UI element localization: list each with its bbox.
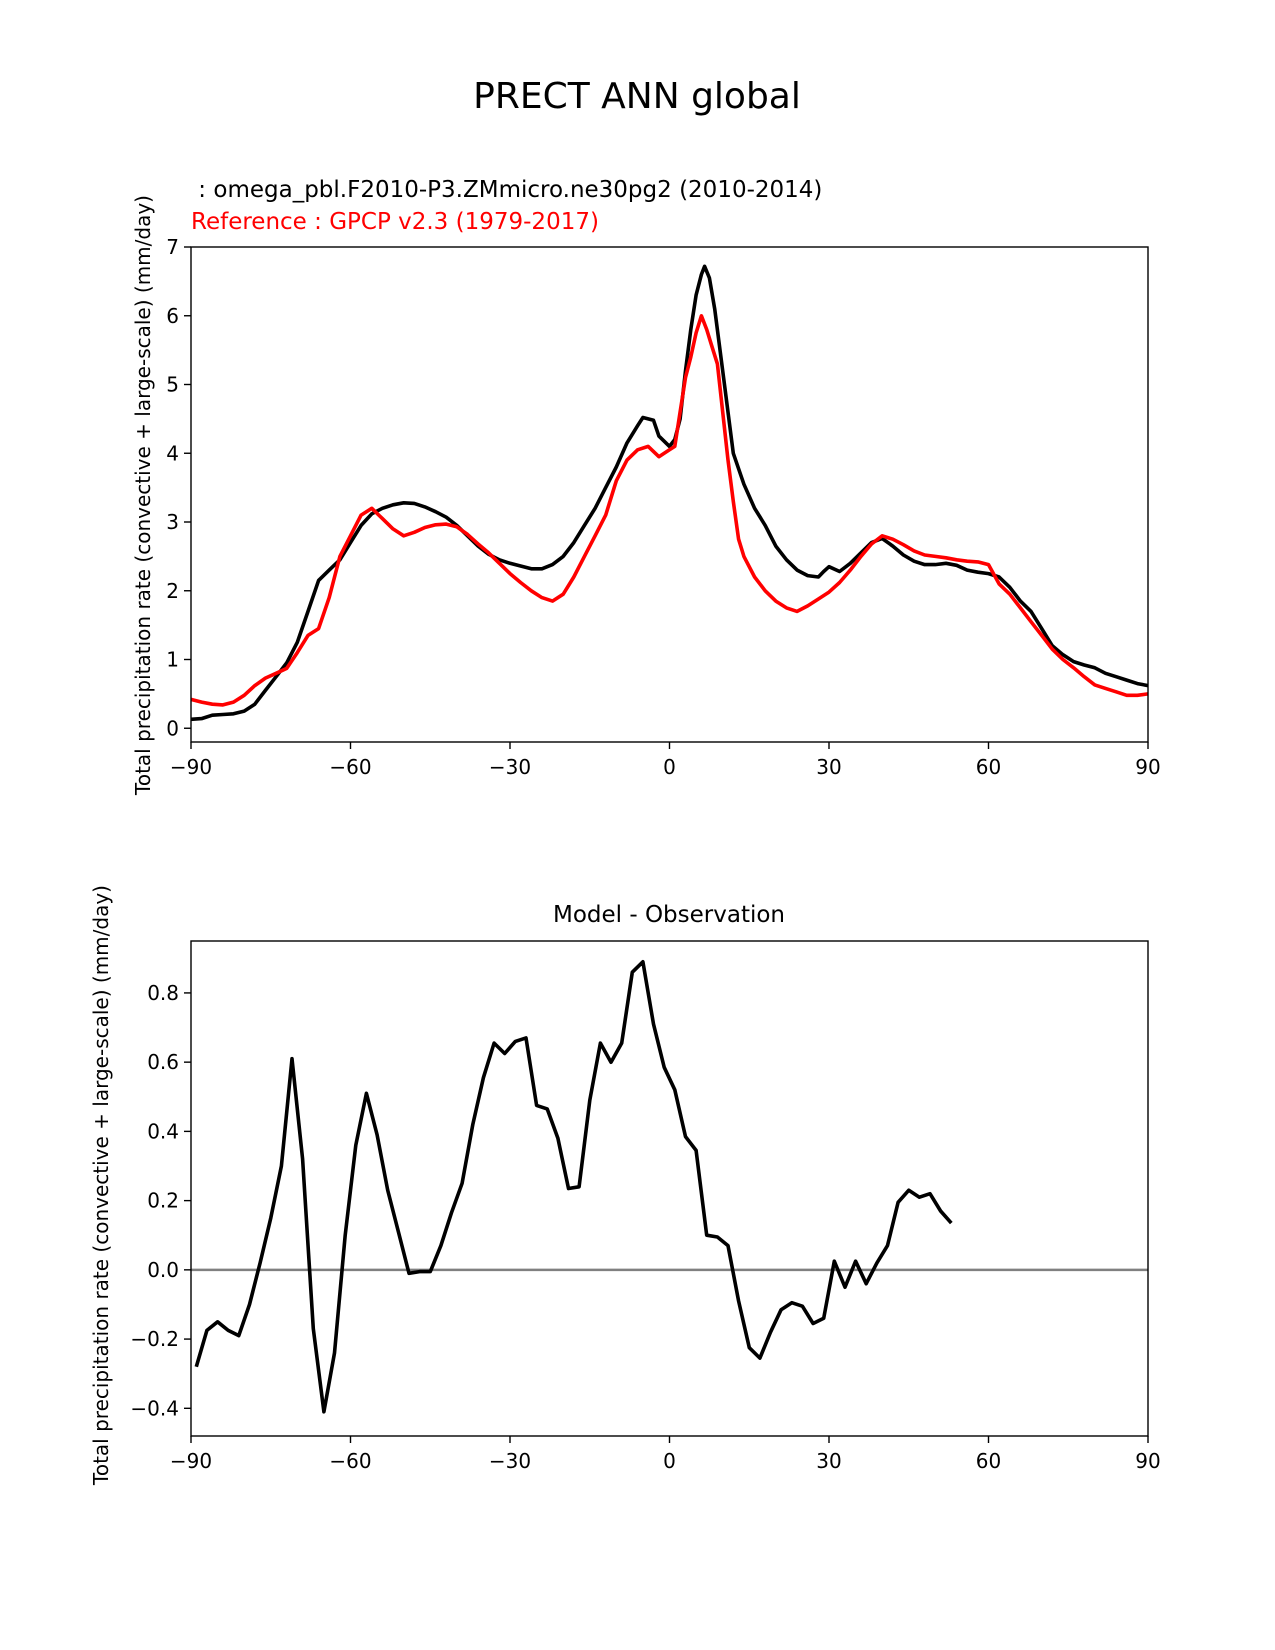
bottom-x-tick-label: 30 (816, 1449, 841, 1473)
top-y-tick-label: 0 (166, 716, 179, 740)
bottom-x-tick-label: −60 (329, 1449, 371, 1473)
bottom-y-tick-label: −0.2 (130, 1327, 179, 1351)
top-y-tick-label: 2 (166, 579, 179, 603)
bottom-plot-area: −90 −60 −30 0 30 60 90 −0.4 −0.2 0.0 0.2 0.4 0.6 0.8 (130, 940, 1161, 1473)
bottom-y-tick-label: −0.4 (130, 1396, 179, 1420)
figure-title: PRECT ANN global (473, 76, 801, 117)
top-x-tick-label: 90 (1135, 755, 1160, 779)
top-x-tick-label: 60 (976, 755, 1001, 779)
bottom-x-tick-label: −30 (489, 1449, 531, 1473)
top-y-tick-label: 1 (166, 648, 179, 672)
top-axes-frame (190, 246, 1149, 743)
top-reference-label: Reference : GPCP v2.3 (1979-2017) (191, 209, 599, 235)
bottom-x-tick-label: 0 (663, 1449, 676, 1473)
top-x-tick-label: 0 (663, 755, 676, 779)
top-y-tick-label: 7 (166, 235, 179, 259)
top-test-label: : omega_pbl.F2010-P3.ZMmicro.ne30pg2 (20… (191, 177, 822, 203)
bottom-y-axis-label: Total precipitation rate (convective + l… (89, 885, 113, 1486)
bottom-y-tick-label: 0.2 (147, 1189, 179, 1213)
top-y-axis-label: Total precipitation rate (convective + l… (131, 195, 155, 796)
bottom-difference-line (194, 960, 953, 1414)
top-y-tick-label: 4 (166, 441, 179, 465)
bottom-x-tick-label: 90 (1135, 1449, 1160, 1473)
bottom-x-tick-label: 60 (976, 1449, 1001, 1473)
bottom-y-tick-label: 0.6 (147, 1050, 179, 1074)
top-y-tick-label: 6 (166, 304, 179, 328)
top-x-tick-label: −60 (329, 755, 371, 779)
bottom-chart: Model - Observation Total precipitation … (89, 885, 1161, 1486)
bottom-y-tick-label: 0.0 (147, 1258, 179, 1282)
bottom-y-tick-label: 0.8 (147, 981, 179, 1005)
top-plot-area: −90 −60 −30 0 30 60 90 0 1 2 3 4 5 6 7 (166, 235, 1160, 779)
top-x-tick-label: 30 (816, 755, 841, 779)
top-chart: : omega_pbl.F2010-P3.ZMmicro.ne30pg2 (20… (131, 177, 1161, 796)
bottom-y-tick-label: 0.4 (147, 1119, 179, 1143)
top-x-tick-label: −30 (489, 755, 531, 779)
top-y-tick-label: 3 (166, 510, 179, 534)
top-y-tick-label: 5 (166, 373, 179, 397)
top-x-tick-label: −90 (170, 755, 212, 779)
bottom-chart-title: Model - Observation (553, 902, 785, 928)
top-reference-line (190, 314, 1149, 707)
bottom-x-tick-label: −90 (170, 1449, 212, 1473)
top-test-line (190, 264, 1149, 722)
